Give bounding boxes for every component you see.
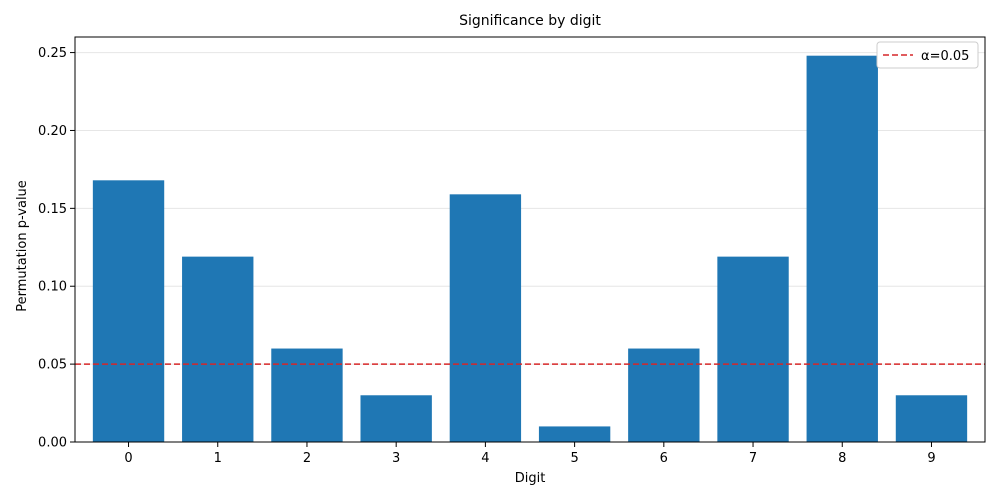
chart-title: Significance by digit [459,13,601,29]
bar [628,348,700,442]
x-tick-label: 6 [660,451,668,466]
y-axis-label: Permutation p-value [15,180,30,312]
x-ticks: 0 1 2 3 4 5 6 7 8 9 [124,442,936,466]
axes [74,36,986,443]
y-tick-label: 0.10 [38,280,67,295]
bar [449,194,522,442]
x-tick-label: 0 [124,451,132,466]
bar [271,348,343,442]
x-axis-label: Digit [515,471,546,486]
x-tick-label: 9 [927,451,935,466]
legend: α=0.05 [876,41,979,69]
y-tick-label: 0.00 [38,436,67,451]
bar [92,180,165,443]
y-tick-label: 0.15 [38,202,67,217]
x-tick-label: 7 [749,451,757,466]
bar [182,256,254,442]
y-tick-label: 0.20 [38,124,67,139]
x-tick-label: 5 [570,451,578,466]
x-tick-label: 1 [214,451,222,466]
bar [806,55,878,442]
x-tick-label: 4 [481,451,489,466]
x-tick-label: 8 [838,451,846,466]
bar [360,395,432,442]
bar [895,395,968,442]
plot-frame [74,36,986,443]
bar [538,426,611,442]
bars [92,55,968,443]
bar [717,256,789,442]
x-tick-label: 3 [392,451,400,466]
y-ticks: 0.00 0.05 0.10 0.15 0.20 0.25 [38,46,75,451]
y-tick-label: 0.05 [38,358,67,373]
legend-label: α=0.05 [921,49,969,64]
y-tick-label: 0.25 [38,46,67,61]
x-tick-label: 2 [303,451,311,466]
legend-box [876,41,979,69]
